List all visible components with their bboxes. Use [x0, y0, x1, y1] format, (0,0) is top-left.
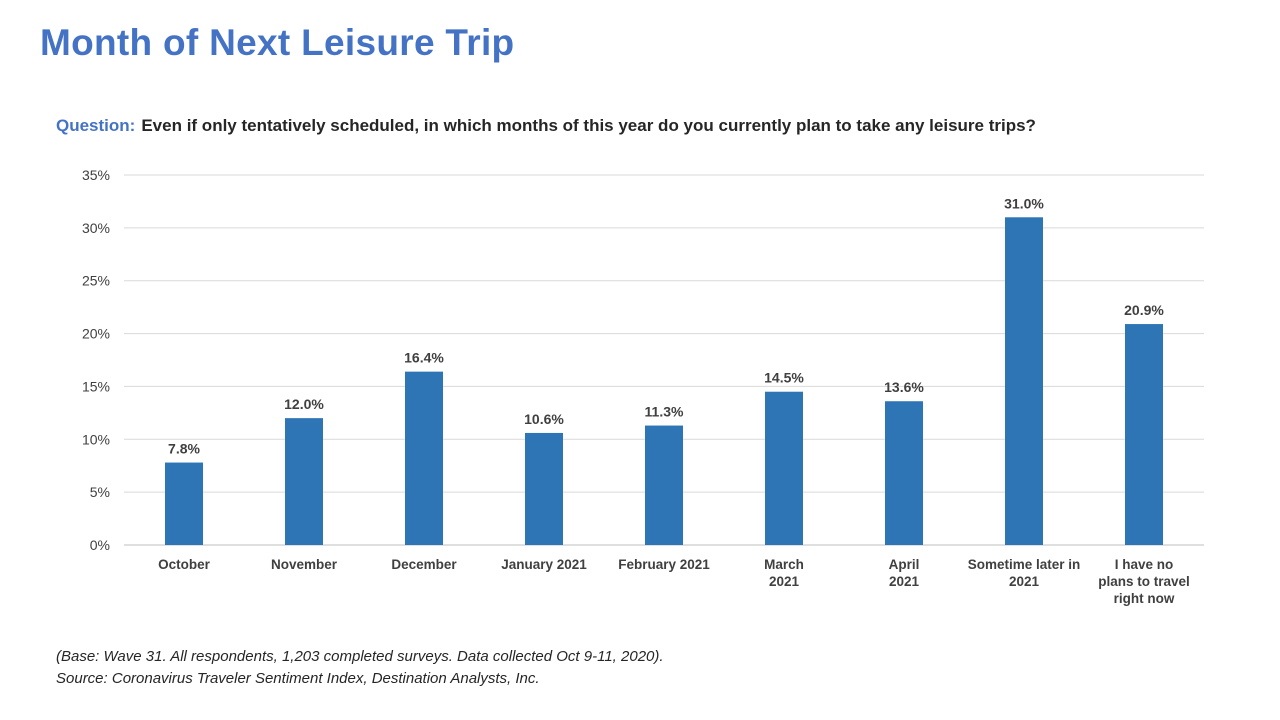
y-tick-label: 0%	[90, 537, 110, 553]
bar	[405, 371, 443, 545]
footnote-base: (Base: Wave 31. All respondents, 1,203 c…	[56, 648, 664, 665]
footnote-source: Source: Coronavirus Traveler Sentiment I…	[56, 670, 540, 687]
y-tick-label: 35%	[82, 167, 110, 183]
data-label: 16.4%	[404, 350, 444, 366]
x-tick-label: I have no plans to travel right now	[1098, 557, 1190, 606]
bar	[645, 425, 683, 545]
y-tick-label: 30%	[82, 220, 110, 236]
x-tick-label: Sometime later in 2021	[968, 557, 1081, 589]
bar	[1125, 324, 1163, 545]
data-label: 13.6%	[884, 379, 924, 395]
question-line: Question: Even if only tentatively schedu…	[56, 116, 1036, 136]
x-tick-label: February 2021	[618, 557, 710, 572]
data-label: 11.3%	[645, 404, 684, 420]
y-tick-label: 25%	[82, 273, 110, 289]
bar	[765, 391, 803, 545]
bar	[165, 462, 203, 545]
y-tick-label: 15%	[82, 378, 110, 394]
bar	[285, 418, 323, 545]
data-label: 10.6%	[524, 411, 564, 427]
data-label: 7.8%	[168, 441, 200, 457]
x-tick-label: January 2021	[501, 557, 587, 572]
y-tick-label: 5%	[90, 484, 110, 500]
question-text: Even if only tentatively scheduled, in w…	[141, 116, 1036, 135]
x-tick-label: December	[391, 557, 457, 572]
x-tick-label: April 2021	[889, 557, 920, 589]
bar	[1005, 217, 1043, 546]
question-label: Question:	[56, 116, 136, 135]
data-label: 31.0%	[1004, 195, 1044, 211]
y-tick-label: 10%	[82, 431, 110, 447]
footnote: (Base: Wave 31. All respondents, 1,203 c…	[56, 646, 664, 690]
x-tick-label: October	[158, 557, 211, 572]
slide-title: Month of Next Leisure Trip	[40, 22, 515, 63]
data-label: 14.5%	[764, 370, 804, 386]
bar	[525, 432, 563, 545]
data-label: 12.0%	[284, 396, 324, 412]
bar	[885, 401, 923, 545]
x-tick-label: March 2021	[764, 557, 804, 589]
data-label: 20.9%	[1124, 302, 1164, 318]
bar-chart: 0% 5% 10% 15% 20% 25% 30% 35% 7.8% October 12.0% No…	[82, 167, 1204, 606]
x-tick-label: November	[271, 557, 338, 572]
y-tick-label: 20%	[82, 326, 110, 342]
